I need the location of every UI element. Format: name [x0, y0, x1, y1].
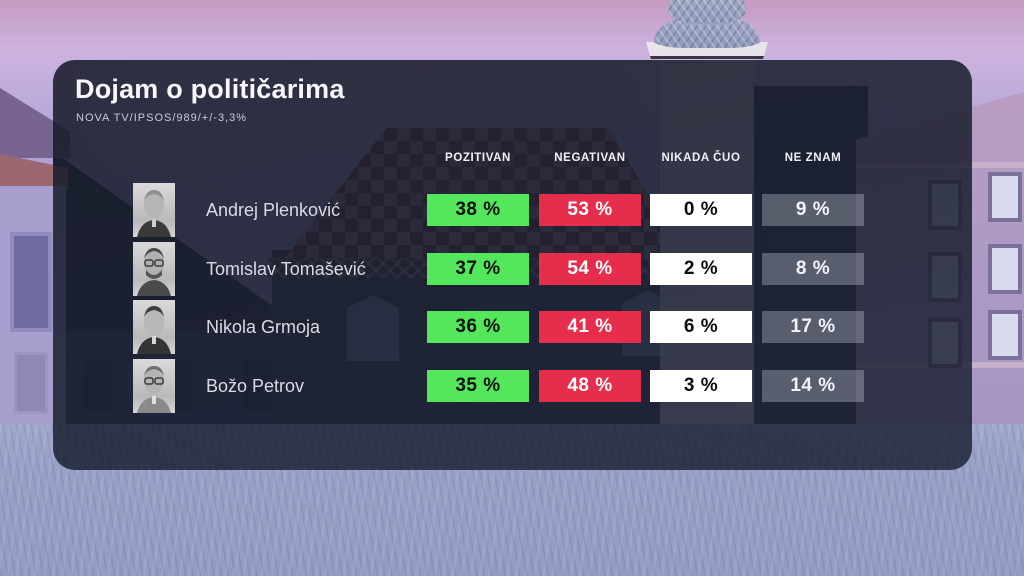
column-header-negativan: NEGATIVAN [554, 152, 626, 164]
table-row: Božo Petrov 35 % 48 % 3 % 14 % [53, 358, 972, 414]
value-cell-negative: 41 % [539, 311, 641, 343]
value-cell-positive: 38 % [427, 194, 529, 226]
politician-photo [133, 300, 175, 354]
window [988, 244, 1022, 294]
value-cell-negative: 53 % [539, 194, 641, 226]
page-subtitle: NOVA TV/IPSOS/989/+/-3,3% [76, 112, 248, 124]
value-cell-negative: 54 % [539, 253, 641, 285]
window [988, 310, 1022, 360]
value-cell-dont-know: 14 % [762, 370, 864, 402]
value-cell-positive: 36 % [427, 311, 529, 343]
table-row: Andrej Plenković 38 % 53 % 0 % 9 % [53, 182, 972, 238]
politician-name: Andrej Plenković [206, 199, 341, 220]
page-title: Dojam o političarima [75, 74, 345, 104]
politician-name: Nikola Grmoja [206, 316, 321, 337]
value-cell-never-heard: 6 % [650, 311, 752, 343]
value-cell-never-heard: 2 % [650, 253, 752, 285]
tower-dome-upper [668, 0, 746, 24]
politician-photo [133, 242, 175, 296]
value-cell-positive: 37 % [427, 253, 529, 285]
table-row: Tomislav Tomašević 37 % 54 % 2 % 8 % [53, 241, 972, 297]
window [988, 172, 1022, 222]
value-cell-negative: 48 % [539, 370, 641, 402]
window [14, 352, 48, 414]
value-cell-dont-know: 9 % [762, 194, 864, 226]
politician-photo [133, 359, 175, 413]
table-row: Nikola Grmoja 36 % 41 % 6 % 17 % [53, 299, 972, 355]
value-cell-dont-know: 17 % [762, 311, 864, 343]
column-header-nikada-cuo: NIKADA ČUO [661, 152, 741, 164]
politician-name: Božo Petrov [206, 375, 305, 396]
column-header-pozitivan: POZITIVAN [445, 152, 511, 164]
politician-name: Tomislav Tomašević [206, 258, 366, 279]
value-cell-positive: 35 % [427, 370, 529, 402]
value-cell-never-heard: 3 % [650, 370, 752, 402]
poll-panel: Dojam o političarima NOVA TV/IPSOS/989/+… [53, 60, 972, 470]
politician-photo [133, 183, 175, 237]
value-cell-dont-know: 8 % [762, 253, 864, 285]
value-cell-never-heard: 0 % [650, 194, 752, 226]
window [10, 232, 52, 332]
column-header-ne-znam: NE ZNAM [784, 152, 842, 164]
